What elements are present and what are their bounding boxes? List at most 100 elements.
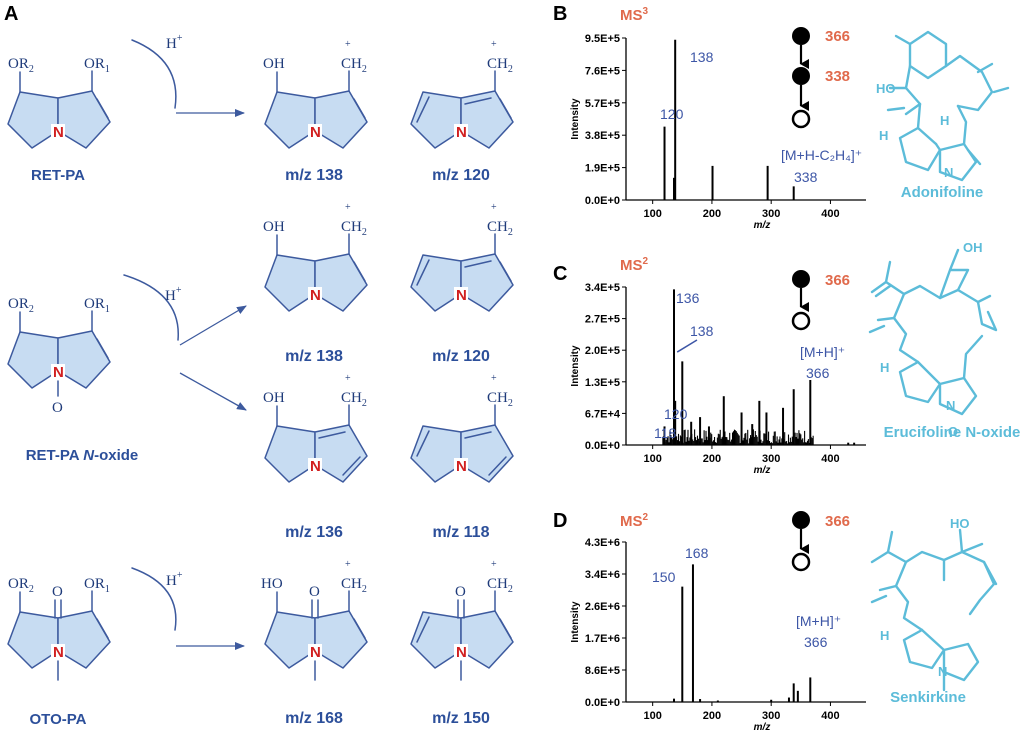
product-label: m/z 168 — [285, 710, 343, 727]
spectrum-c: MS2 0.0E+0 6.7E+4 1.3E+5 2.0E+5 2.7E+5 3.4E+5 1… — [570, 256, 866, 476]
ms-title: MS2 — [620, 512, 649, 530]
x-axis-title: m/z — [754, 722, 771, 733]
ketone-oxygen: O — [52, 584, 63, 600]
mol-h: H — [940, 113, 949, 128]
molecule-name-c: Erucifoline N-oxide — [884, 424, 1021, 441]
charge-plus: + — [345, 559, 351, 570]
methylene-cation: CH2 — [341, 56, 367, 75]
ret-pa-structure: N OR2 OR1 — [7, 56, 111, 149]
row-oto-pa: N O OR2 OR1 OTO-PA H+ N O HO CH2 + m/z 1… — [7, 559, 514, 728]
x-tick-label: 400 — [821, 208, 839, 220]
x-tick-label: 200 — [703, 208, 721, 220]
spectrum-d: MS2 0.0E+0 8.6E+5 1.7E+6 2.6E+6 3.4E+6 4.3E+6 1… — [570, 512, 866, 733]
product-circle — [791, 311, 811, 331]
x-tick-label: 300 — [762, 710, 780, 722]
methylene-cation: CH2 — [487, 576, 513, 595]
reaction-arrow — [179, 305, 247, 346]
intermediate-dot — [792, 67, 810, 85]
y-tick-label: 0.0E+0 — [585, 195, 620, 207]
nitrogen-atom: N — [310, 458, 321, 475]
peak-label: 338 — [794, 169, 818, 185]
y-axis-title: Intensity — [570, 601, 581, 643]
spectra-panels: MS3 0.0E+0 1.9E+5 3.8E+5 5.7E+5 7.6E+5 9.5E+5 1… — [570, 6, 866, 733]
methylene-cation: CH2 — [341, 576, 367, 595]
molecule-adonifoline: HO H H N Adonifoline — [876, 30, 1010, 201]
y-tick-label: 0.0E+0 — [585, 440, 620, 452]
pathway-b: 366 338 — [791, 27, 850, 129]
y-axis-title: Intensity — [570, 345, 581, 387]
product-label: m/z 138 — [285, 167, 343, 184]
methylene-cation: CH2 — [487, 219, 513, 238]
panel-letter-b: B — [553, 3, 567, 25]
y-tick-label: 6.7E+4 — [585, 408, 621, 420]
peak-label: 136 — [676, 290, 700, 306]
nitrogen-atom: N — [310, 124, 321, 141]
y-tick-label: 1.9E+5 — [585, 163, 620, 175]
product-label: m/z 136 — [285, 524, 343, 541]
mol-hydroxyl: HO — [950, 516, 970, 531]
product-120-structure: N CH2 + — [410, 39, 514, 149]
peak-label: [M+H]⁺ — [796, 613, 841, 629]
molecule-name-b: Adonifoline — [901, 184, 984, 201]
or1-group: OR1 — [84, 56, 110, 75]
ms-title: MS2 — [620, 256, 649, 274]
product-138-structure: N OH CH2 + — [263, 202, 368, 312]
nitrogen-atom: N — [456, 458, 467, 475]
proton-label: H+ — [166, 570, 183, 589]
charge-plus: + — [491, 559, 497, 570]
mol-h: H — [880, 628, 889, 643]
ret-pa-n-oxide-label: RET-PA N-oxide — [26, 447, 139, 464]
peak-label: 138 — [690, 323, 714, 339]
x-tick-label: 200 — [703, 710, 721, 722]
reaction-arrow — [179, 372, 247, 411]
ketone-oxygen: O — [455, 584, 466, 600]
mol-nitrogen: N — [946, 398, 955, 413]
y-tick-label: 0.0E+0 — [585, 697, 620, 709]
y-tick-label: 4.3E+6 — [585, 537, 620, 549]
hydroxyl-group: OH — [263, 219, 285, 235]
proton-label: H+ — [165, 285, 182, 304]
charge-plus: + — [491, 39, 497, 50]
precursor-ion-label: 366 — [825, 272, 850, 289]
y-tick-label: 3.4E+6 — [585, 569, 620, 581]
nitrogen-atom: N — [53, 364, 64, 381]
spectrum-b: MS3 0.0E+0 1.9E+5 3.8E+5 5.7E+5 7.6E+5 9.5E+5 1… — [570, 6, 866, 231]
hydroxyl-group: OH — [263, 56, 285, 72]
product-138-structure: N OH CH2 + — [263, 39, 368, 149]
y-tick-label: 3.4E+5 — [585, 282, 620, 294]
y-tick-label: 5.7E+5 — [585, 98, 620, 110]
methylene-cation: CH2 — [341, 390, 367, 409]
y-tick-label: 2.0E+5 — [585, 345, 620, 357]
mol-h: H — [879, 128, 888, 143]
y-tick-label: 1.3E+5 — [585, 377, 620, 389]
hydroxyl-group: HO — [261, 576, 283, 592]
charge-plus: + — [491, 373, 497, 384]
y-tick-label: 2.6E+6 — [585, 601, 620, 613]
x-tick-label: 200 — [703, 453, 721, 465]
charge-plus: + — [345, 373, 351, 384]
nitrogen-atom: N — [53, 124, 64, 141]
product-label: m/z 150 — [432, 710, 490, 727]
x-tick-label: 100 — [643, 208, 661, 220]
nitrogen-atom: N — [310, 644, 321, 661]
peak-label: 138 — [690, 49, 714, 65]
product-label: m/z 120 — [432, 167, 490, 184]
x-tick-label: 100 — [643, 710, 661, 722]
methylene-cation: CH2 — [341, 219, 367, 238]
x-axis-title: m/z — [754, 220, 771, 231]
peak-label: 120 — [664, 406, 688, 422]
precursor-dot — [792, 511, 810, 529]
panel-a: A N OR2 OR1 RET-PA H+ N OH CH2 + m/z 138 — [4, 3, 514, 728]
nitrogen-atom: N — [310, 287, 321, 304]
y-tick-label: 1.7E+6 — [585, 633, 620, 645]
panel-letter-a: A — [4, 3, 18, 25]
ketone-oxygen: O — [309, 584, 320, 600]
or1-group: OR1 — [84, 296, 110, 315]
y-axis-title: Intensity — [570, 98, 581, 140]
product-120-structure: N CH2 + — [410, 202, 514, 312]
x-tick-label: 300 — [762, 453, 780, 465]
oxide-oxygen: O — [52, 400, 63, 416]
charge-plus: + — [345, 202, 351, 213]
mol-oxide: O — [948, 424, 958, 439]
mol-nitrogen: N — [938, 664, 947, 679]
